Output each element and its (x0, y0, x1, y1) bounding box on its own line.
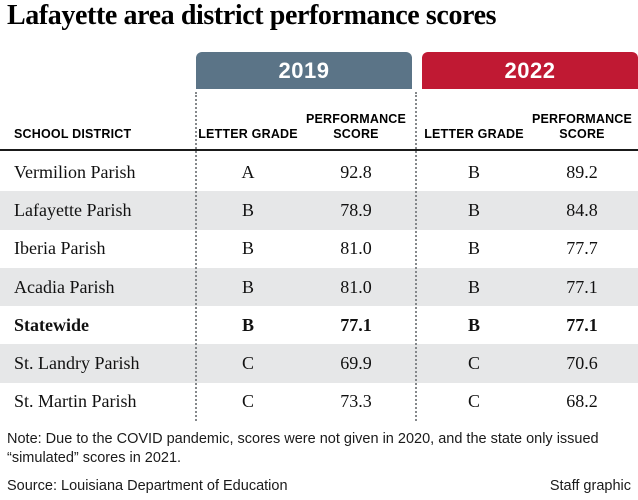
table-row-statewide: Statewide B 77.1 B 77.1 (0, 306, 638, 344)
header-performance-score-2022: PERFORMANCE SCORE (531, 112, 633, 141)
grade-2019-cell: A (241, 161, 255, 182)
dotted-divider-left (195, 92, 197, 421)
table-row: St. Landry Parish C 69.9 C 70.6 (0, 344, 638, 383)
header-letter-grade-2019: LETTER GRADE (198, 127, 298, 141)
grade-2022-cell: B (467, 199, 480, 220)
grade-2022-cell: C (467, 353, 480, 374)
staff-credit: Staff graphic (549, 478, 631, 494)
score-2019-cell: 73.3 (340, 391, 372, 412)
score-2022-cell: 77.1 (566, 314, 598, 335)
district-cell: Statewide (14, 314, 89, 335)
district-cell: Iberia Parish (14, 238, 106, 259)
source-row: Source: Louisiana Department of Educatio… (7, 478, 631, 494)
district-cell: Lafayette Parish (14, 199, 132, 220)
score-2022-cell: 70.6 (566, 353, 598, 374)
district-cell: St. Martin Parish (14, 391, 137, 412)
dotted-divider-right (415, 92, 417, 421)
grade-2022-cell: C (467, 391, 480, 412)
grade-2019-cell: B (241, 314, 254, 335)
district-cell: Acadia Parish (14, 276, 115, 297)
table-row: St. Martin Parish C 73.3 C 68.2 (0, 383, 638, 421)
grade-2019-cell: C (241, 391, 254, 412)
grade-2022-cell: B (467, 238, 480, 259)
table-header: SCHOOL DISTRICT LETTER GRADE PERFORMANCE… (0, 94, 638, 151)
score-2022-cell: 77.1 (566, 276, 598, 297)
header-letter-grade-2022: LETTER GRADE (424, 127, 524, 141)
district-cell: St. Landry Parish (14, 353, 140, 374)
table-row: Iberia Parish B 81.0 B 77.7 (0, 230, 638, 268)
page-title: Lafayette area district performance scor… (7, 0, 497, 31)
grade-2022-cell: B (467, 314, 480, 335)
grade-2022-cell: B (467, 161, 480, 182)
source-text: Source: Louisiana Department of Educatio… (7, 478, 288, 494)
score-2022-cell: 68.2 (566, 391, 598, 412)
score-2019-cell: 81.0 (340, 238, 372, 259)
score-2019-cell: 92.8 (340, 161, 372, 182)
table-row: Acadia Parish B 81.0 B 77.1 (0, 267, 638, 307)
table-row: Lafayette Parish B 78.9 B 84.8 (0, 191, 638, 230)
table-body: Vermilion Parish A 92.8 B 89.2 Lafayette… (0, 153, 638, 421)
banner-2022: 2022 (422, 52, 638, 89)
score-2019-cell: 81.0 (340, 276, 372, 297)
score-2019-cell: 69.9 (340, 353, 372, 374)
score-2019-cell: 77.1 (340, 314, 372, 335)
table-row: Vermilion Parish A 92.8 B 89.2 (0, 153, 638, 191)
grade-2022-cell: B (467, 276, 480, 297)
score-2022-cell: 77.7 (566, 238, 598, 259)
score-2019-cell: 78.9 (340, 199, 372, 220)
header-school-district: SCHOOL DISTRICT (14, 127, 132, 141)
score-2022-cell: 89.2 (566, 161, 598, 182)
header-performance-score-2019: PERFORMANCE SCORE (305, 112, 407, 141)
grade-2019-cell: B (241, 199, 254, 220)
grade-2019-cell: B (241, 276, 254, 297)
grade-2019-cell: B (241, 238, 254, 259)
grade-2019-cell: C (241, 353, 254, 374)
banner-2019: 2019 (196, 52, 412, 89)
note-text: Note: Due to the COVID pandemic, scores … (7, 431, 599, 467)
score-2022-cell: 84.8 (566, 199, 598, 220)
district-cell: Vermilion Parish (14, 161, 136, 182)
